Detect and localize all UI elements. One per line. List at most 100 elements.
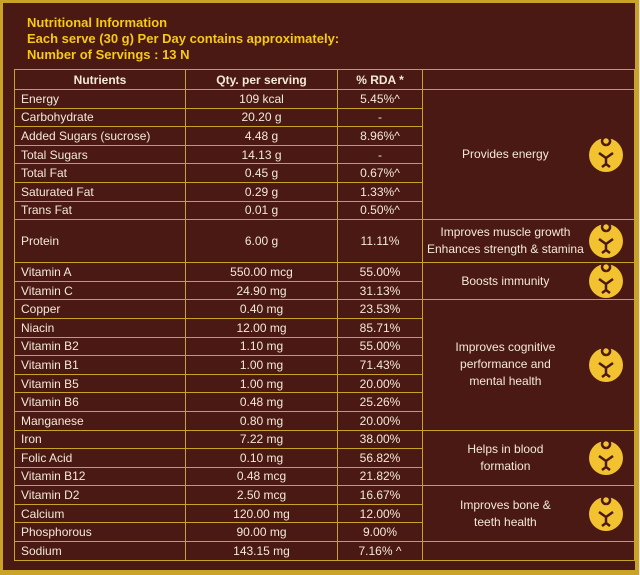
benefit-text: teeth health xyxy=(474,514,537,529)
quantity: 109 kcal xyxy=(185,89,338,109)
benefit-icon xyxy=(588,346,623,382)
benefit-cell xyxy=(422,541,635,561)
quantity: 12.00 mg xyxy=(185,317,338,338)
quantity: 4.48 g xyxy=(185,126,338,146)
rda: 55.00% xyxy=(337,336,423,357)
quantity: 2.50 mcg xyxy=(185,485,338,505)
table-row: Manganese 0.80 mg 20.00% xyxy=(14,410,635,431)
benefit-text: Improves bone & xyxy=(460,497,551,512)
quantity: 20.20 g xyxy=(185,107,338,128)
table-row: Vitamin D2 2.50 mcg 16.67% Improves bone & t… xyxy=(14,485,635,543)
nutrient-name: Energy xyxy=(14,89,186,109)
quantity: 0.48 mcg xyxy=(185,466,338,487)
rda: 20.00% xyxy=(337,373,423,394)
nutrient-name: Trans Fat xyxy=(14,200,186,221)
benefit-icon xyxy=(588,136,623,172)
benefit-cell: Boosts immunity xyxy=(422,262,635,301)
table-row: Vitamin C 24.90 mg 31.13% xyxy=(14,280,635,301)
rda: 9.00% xyxy=(337,522,423,543)
nutrient-name: Niacin xyxy=(14,317,186,338)
table-row: Vitamin B5 1.00 mg 20.00% xyxy=(14,373,635,394)
rda: 0.67%^ xyxy=(337,163,423,183)
table-row: Iron 7.22 mg 38.00% Helps in blood formation xyxy=(14,429,635,487)
quantity: 550.00 mcg xyxy=(185,262,338,282)
rda: 21.82% xyxy=(337,466,423,487)
nutrient-name: Vitamin B5 xyxy=(14,373,186,394)
benefit-cell: Improves cognitive performance and mental … xyxy=(422,299,635,431)
benefit-cell: Provides energy xyxy=(422,88,635,221)
quantity: 90.00 mg xyxy=(185,522,338,543)
benefit-icon xyxy=(588,495,623,531)
nutrient-name: Sodium xyxy=(14,541,186,561)
quantity: 0.40 mg xyxy=(185,299,338,319)
nutrient-name: Folic Acid xyxy=(14,448,186,468)
benefit-icon xyxy=(588,263,623,299)
nutrient-name: Vitamin B6 xyxy=(14,392,186,412)
benefit-cell: Helps in blood formation xyxy=(422,429,635,487)
quantity: 120.00 mg xyxy=(185,503,338,524)
rda: 20.00% xyxy=(337,410,423,431)
benefit-text: formation xyxy=(480,458,531,473)
serving-info: Each serve (30 g) Per Day contains appro… xyxy=(27,31,340,46)
rda: 85.71% xyxy=(337,317,423,338)
table-row: Vitamin B6 0.48 mg 25.26% xyxy=(14,392,635,412)
nutrient-name: Protein xyxy=(14,219,186,264)
benefit-text: Enhances strength & stamina xyxy=(427,242,584,257)
rda: 38.00% xyxy=(337,429,423,450)
table-row: Saturated Fat 0.29 g 1.33%^ xyxy=(14,181,635,202)
nutrient-name: Vitamin D2 xyxy=(14,485,186,505)
rda: 0.50%^ xyxy=(337,200,423,221)
table-row: Copper 0.40 mg 23.53% Improves cognitive per… xyxy=(14,299,635,431)
panel-title: Nutritional Information xyxy=(27,15,168,30)
rda: - xyxy=(337,107,423,128)
table-row: Calcium 120.00 mg 12.00% xyxy=(14,503,635,524)
table-row: Sodium 143.15 mg 7.16% ^ xyxy=(14,541,635,561)
nutrient-name: Carbohydrate xyxy=(14,107,186,128)
table-row: Vitamin B1 1.00 mg 71.43% xyxy=(14,355,635,375)
table-row: Total Sugars 14.13 g- xyxy=(14,144,635,165)
benefit-text: Improves cognitive xyxy=(455,340,556,355)
benefit-text: Boosts immunity xyxy=(461,273,550,288)
quantity: 14.13 g xyxy=(185,144,338,165)
rda: 23.53% xyxy=(337,299,423,319)
rda: 8.96%^ xyxy=(337,126,423,146)
quantity: 24.90 mg xyxy=(185,280,338,301)
quantity: 0.29 g xyxy=(185,181,338,202)
nutrient-name: Phosphorous xyxy=(14,522,186,543)
benefit-icon xyxy=(588,223,623,259)
benefit-text: Improves muscle growth xyxy=(440,225,571,240)
header: Nutritional Information Each serve (30 g… xyxy=(27,15,339,63)
benefit-cell: Improves bone & teeth health xyxy=(422,485,635,543)
table-row: Energy 109 kcal 5.45%^ Provides energy xyxy=(14,88,635,221)
table-row: Vitamin A 550.00 mcg 55.00% Boosts immunity xyxy=(14,262,635,301)
nutrient-name: Vitamin B1 xyxy=(14,355,186,375)
table-row: Phosphorous 90.00 mg 9.00% xyxy=(14,522,635,543)
rda: - xyxy=(337,144,423,165)
table-header: Nutrients Qty. per serving % RDA * xyxy=(14,69,635,90)
rda: 25.26% xyxy=(337,392,423,412)
nutrient-name: Manganese xyxy=(14,410,186,431)
quantity: 7.22 mg xyxy=(185,429,338,450)
nutrient-name: Calcium xyxy=(14,503,186,524)
rda: 71.43% xyxy=(337,355,423,375)
benefit-text: mental health xyxy=(469,374,542,389)
benefit-text: Provides energy xyxy=(462,147,549,162)
column-header xyxy=(422,69,635,90)
rda: 31.13% xyxy=(337,280,423,301)
benefit-icon xyxy=(588,439,623,475)
benefit-text: performance and xyxy=(460,357,551,372)
nutrient-name: Vitamin B2 xyxy=(14,336,186,357)
nutrient-name: Saturated Fat xyxy=(14,181,186,202)
quantity: 143.15 mg xyxy=(185,541,338,561)
rda: 7.16% ^ xyxy=(337,541,423,561)
nutrient-name: Total Sugars xyxy=(14,144,186,165)
rda: 16.67% xyxy=(337,485,423,505)
rda: 55.00% xyxy=(337,262,423,282)
nutrient-name: Vitamin A xyxy=(14,262,186,282)
rda: 5.45%^ xyxy=(337,89,423,109)
column-header: Qty. per serving xyxy=(185,69,338,90)
rda: 1.33%^ xyxy=(337,181,423,202)
table-row: Niacin 12.00 mg 85.71% xyxy=(14,317,635,338)
quantity: 1.00 mg xyxy=(185,355,338,375)
